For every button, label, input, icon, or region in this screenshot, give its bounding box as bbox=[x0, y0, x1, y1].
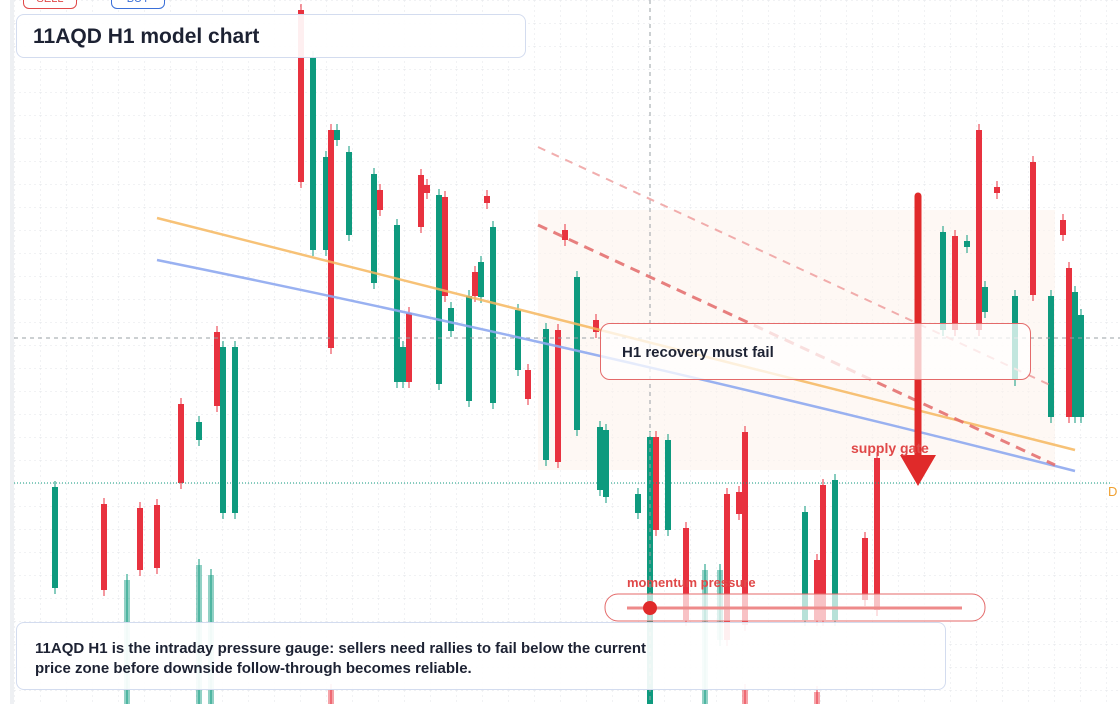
left-edge bbox=[10, 0, 14, 704]
dash-red bbox=[537, 223, 1056, 467]
footer-text: 11AQD H1 is the intraday pressure gauge:… bbox=[35, 640, 647, 677]
title: 11AQD H1 model chart bbox=[33, 25, 260, 48]
supply-label: supply gate bbox=[851, 440, 929, 456]
footer-box: 11AQD H1 is the intraday pressure gauge:… bbox=[16, 622, 946, 690]
recovery-label: H1 recovery must fail bbox=[622, 344, 774, 361]
arrow-head bbox=[900, 455, 936, 486]
recovery-box: H1 recovery must fail bbox=[600, 323, 1031, 380]
momentum-label: momentum pressure bbox=[627, 575, 756, 590]
momentum-knob bbox=[643, 601, 657, 615]
buy-button[interactable]: BUY bbox=[111, 0, 165, 9]
sell-button[interactable]: SELL bbox=[23, 0, 77, 9]
title-box: 11AQD H1 model chart bbox=[16, 14, 526, 58]
edge-label: D bbox=[1108, 484, 1117, 499]
